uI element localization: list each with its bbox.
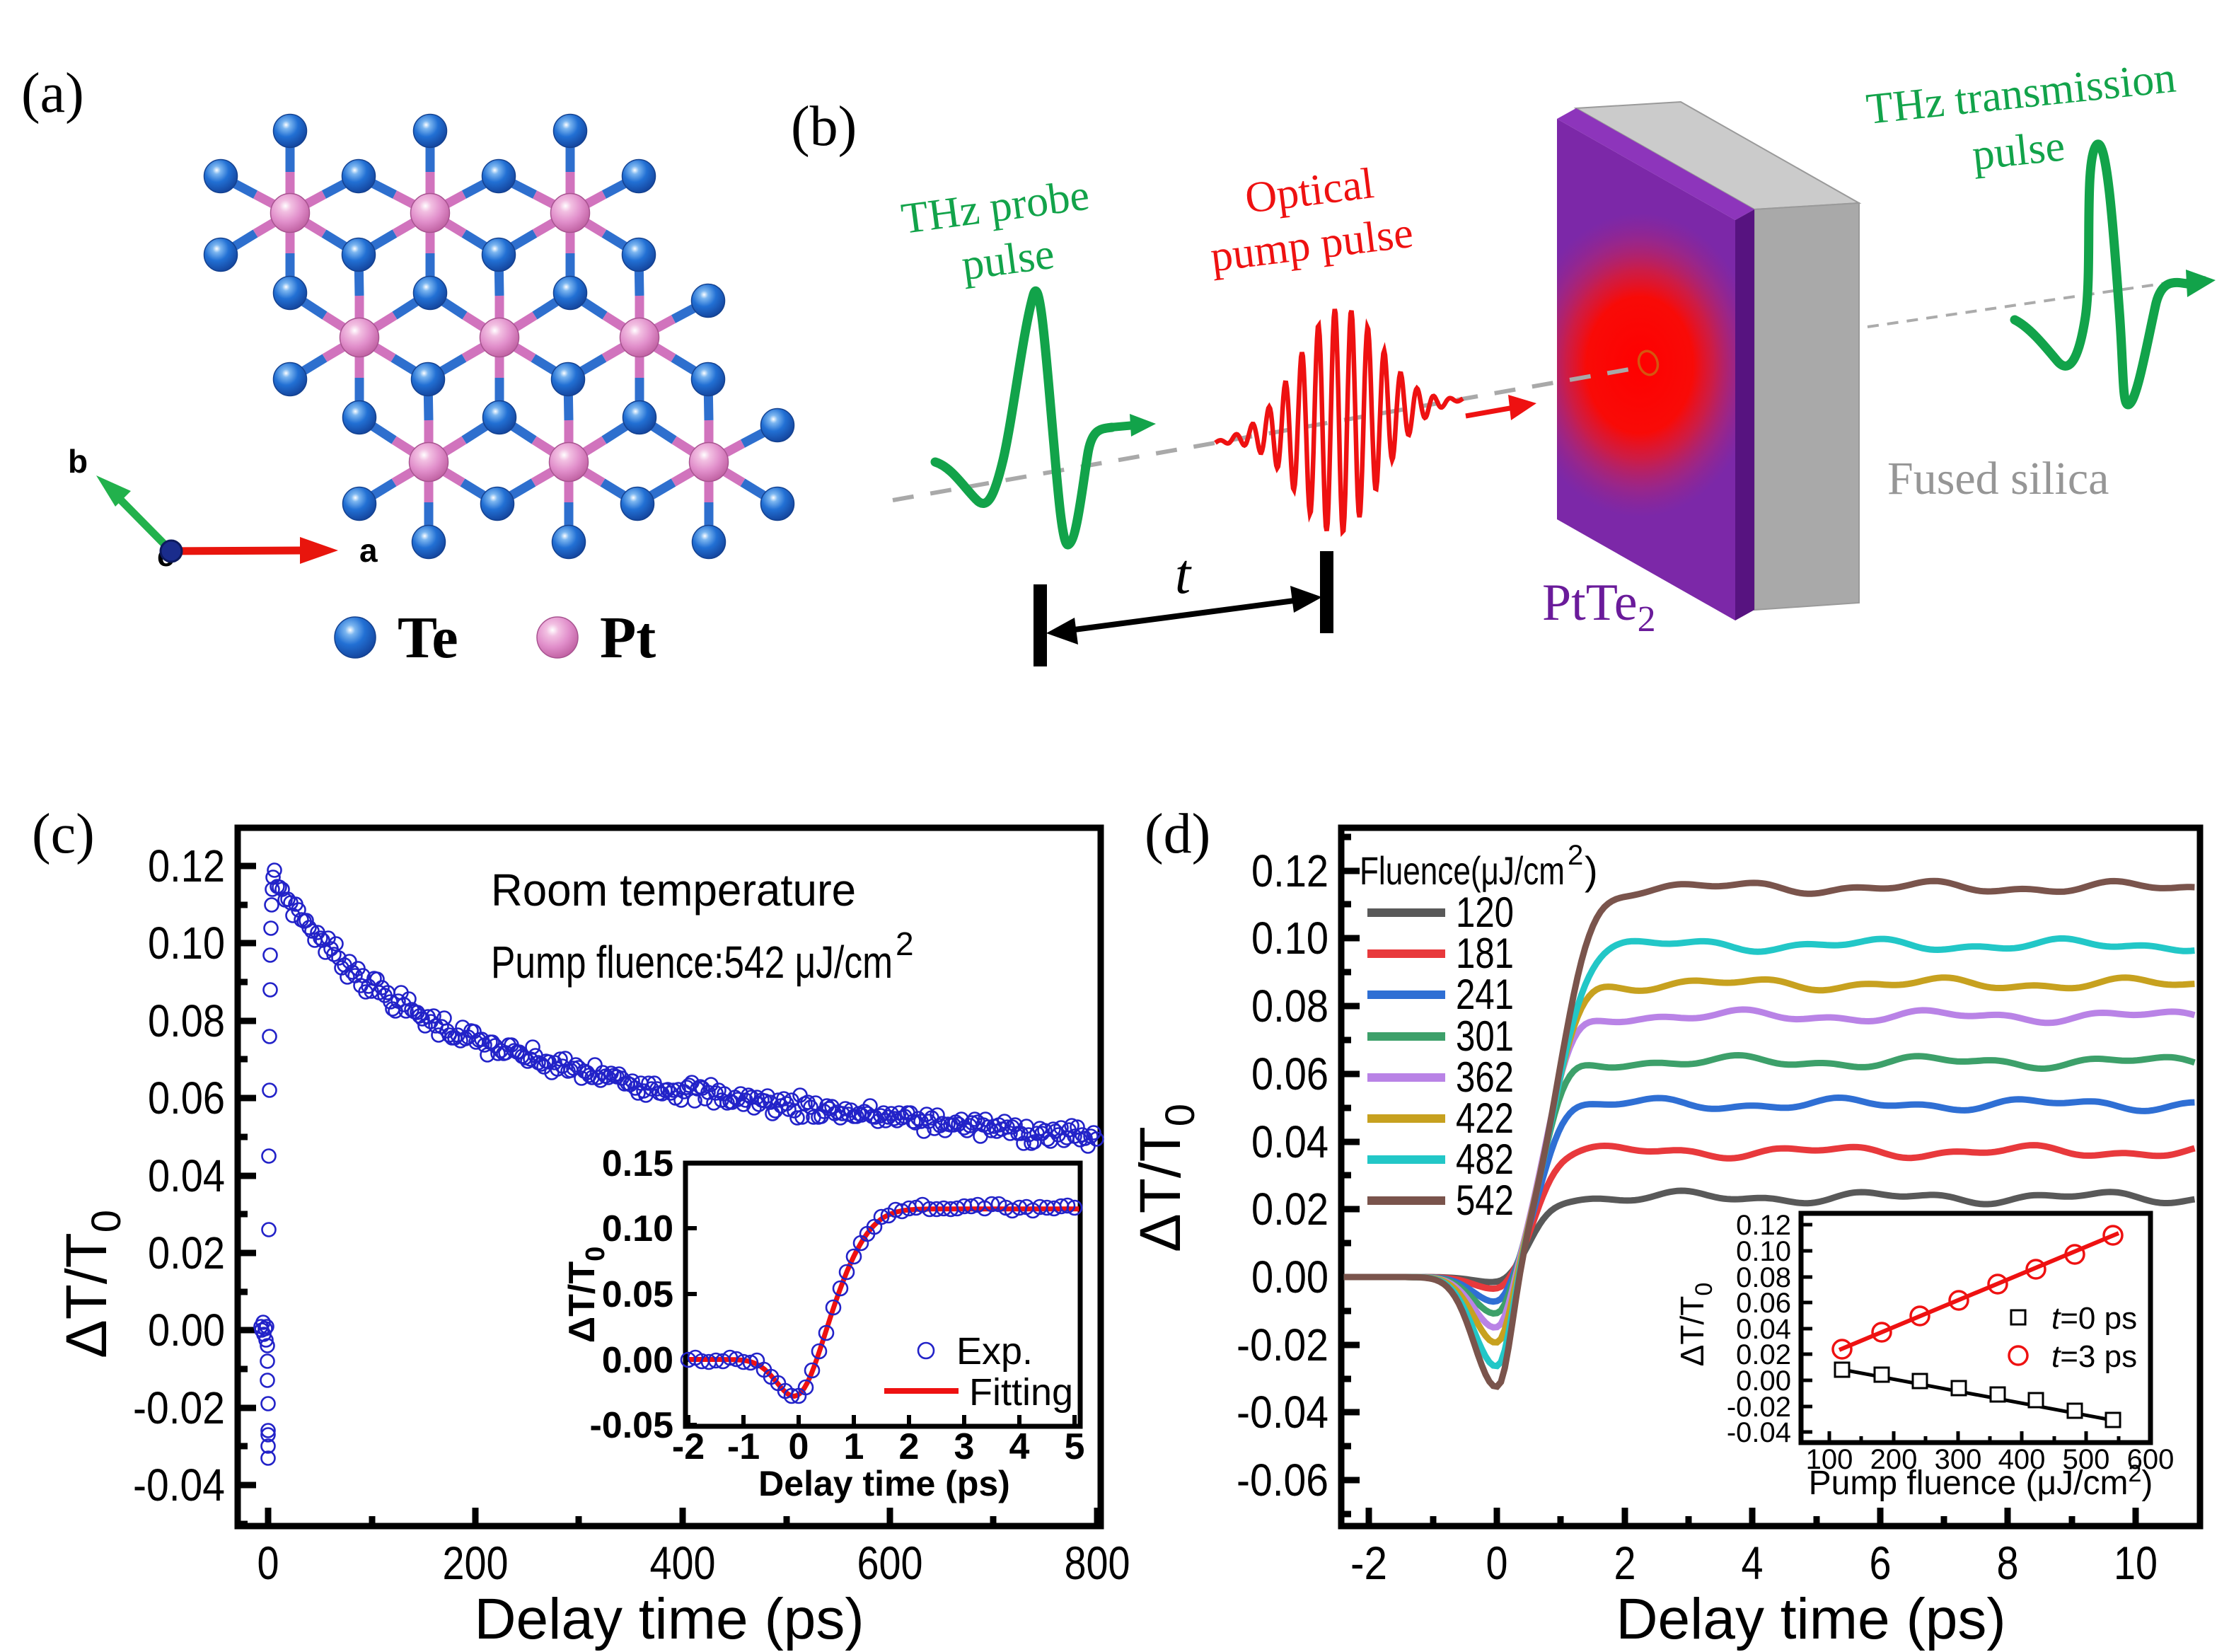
svg-text:8: 8 bbox=[1997, 1537, 2019, 1589]
svg-text:ΔT/T0: ΔT/T0 bbox=[562, 1247, 610, 1344]
svg-text:2: 2 bbox=[1614, 1537, 1636, 1589]
svg-text:600: 600 bbox=[2127, 1444, 2175, 1475]
svg-text:0: 0 bbox=[789, 1426, 809, 1467]
svg-text:Delay time (ps): Delay time (ps) bbox=[474, 1587, 864, 1651]
svg-text:pulse: pulse bbox=[1970, 122, 2067, 179]
svg-text:t=0 ps: t=0 ps bbox=[2051, 1301, 2137, 1336]
svg-text:100: 100 bbox=[1806, 1444, 1853, 1475]
svg-text:0: 0 bbox=[257, 1537, 279, 1589]
svg-text:a: a bbox=[359, 532, 378, 569]
svg-text:0.08: 0.08 bbox=[1736, 1262, 1791, 1293]
svg-text:2: 2 bbox=[1568, 840, 1583, 871]
svg-text:422: 422 bbox=[1456, 1094, 1514, 1142]
svg-text:0.04: 0.04 bbox=[148, 1150, 225, 1201]
svg-text:ΔT/T0: ΔT/T0 bbox=[54, 1210, 129, 1358]
svg-text:-2: -2 bbox=[672, 1426, 705, 1467]
svg-text:-0.04: -0.04 bbox=[1727, 1417, 1791, 1448]
svg-text:0.06: 0.06 bbox=[1736, 1288, 1791, 1319]
svg-text:Pump fluence:542 μJ/cm: Pump fluence:542 μJ/cm bbox=[491, 937, 893, 988]
svg-text:0.06: 0.06 bbox=[1251, 1049, 1328, 1099]
svg-text:120: 120 bbox=[1456, 889, 1514, 936]
svg-text:0.10: 0.10 bbox=[602, 1208, 673, 1249]
svg-text:0.00: 0.00 bbox=[1736, 1365, 1791, 1397]
svg-text:(d): (d) bbox=[1145, 803, 1210, 865]
svg-text:-0.02: -0.02 bbox=[1727, 1392, 1791, 1423]
svg-text:ΔT/T0: ΔT/T0 bbox=[1128, 1104, 1203, 1252]
svg-text:1: 1 bbox=[844, 1426, 864, 1467]
svg-text:400: 400 bbox=[650, 1537, 716, 1589]
svg-text:0.12: 0.12 bbox=[1251, 845, 1328, 896]
svg-text:-1: -1 bbox=[727, 1426, 760, 1467]
svg-text:Room temperature: Room temperature bbox=[491, 865, 856, 915]
svg-text:400: 400 bbox=[1998, 1444, 2046, 1475]
svg-text:0.00: 0.00 bbox=[148, 1305, 225, 1356]
svg-text:301: 301 bbox=[1456, 1012, 1514, 1060]
svg-text:241: 241 bbox=[1456, 971, 1514, 1018]
svg-text:0.06: 0.06 bbox=[148, 1073, 225, 1124]
svg-text:-2: -2 bbox=[1350, 1537, 1387, 1589]
svg-text:3: 3 bbox=[954, 1426, 975, 1467]
svg-text:542: 542 bbox=[1456, 1177, 1514, 1224]
svg-text:0.08: 0.08 bbox=[148, 995, 225, 1046]
svg-text:5: 5 bbox=[1065, 1426, 1085, 1467]
svg-text:Delay time (ps): Delay time (ps) bbox=[758, 1464, 1010, 1503]
svg-text:Pump fluence (μJ/cm2): Pump fluence (μJ/cm2) bbox=[1809, 1460, 2153, 1502]
svg-text:t=3 ps: t=3 ps bbox=[2051, 1339, 2137, 1374]
svg-text:-0.04: -0.04 bbox=[1237, 1387, 1328, 1438]
svg-text:200: 200 bbox=[1870, 1444, 1918, 1475]
svg-text:Fitting: Fitting bbox=[969, 1371, 1073, 1414]
svg-text:4: 4 bbox=[1742, 1537, 1764, 1589]
svg-text:600: 600 bbox=[857, 1537, 923, 1589]
svg-text:10: 10 bbox=[2114, 1537, 2158, 1589]
svg-text:(c): (c) bbox=[32, 803, 95, 865]
svg-text:b: b bbox=[68, 443, 88, 480]
svg-text:0.02: 0.02 bbox=[148, 1228, 225, 1278]
svg-text:800: 800 bbox=[1065, 1537, 1130, 1589]
svg-text:0: 0 bbox=[1486, 1537, 1508, 1589]
svg-text:0.10: 0.10 bbox=[148, 918, 225, 969]
svg-text:0.00: 0.00 bbox=[602, 1340, 673, 1381]
svg-text:0.10: 0.10 bbox=[1736, 1236, 1791, 1267]
svg-text:): ) bbox=[1585, 848, 1598, 893]
svg-text:Fused silica: Fused silica bbox=[1887, 453, 2109, 504]
svg-text:0.15: 0.15 bbox=[602, 1143, 673, 1184]
svg-text:-0.02: -0.02 bbox=[133, 1382, 225, 1433]
svg-text:0.04: 0.04 bbox=[1251, 1116, 1328, 1167]
svg-text:-0.02: -0.02 bbox=[1237, 1319, 1328, 1370]
svg-text:(a): (a) bbox=[21, 62, 84, 125]
svg-text:500: 500 bbox=[2063, 1444, 2110, 1475]
svg-text:ΔT/T0: ΔT/T0 bbox=[1674, 1283, 1718, 1367]
svg-text:Pt: Pt bbox=[600, 605, 656, 671]
svg-text:6: 6 bbox=[1870, 1537, 1892, 1589]
svg-text:Exp.: Exp. bbox=[956, 1330, 1033, 1373]
svg-text:181: 181 bbox=[1456, 930, 1514, 977]
svg-text:0.10: 0.10 bbox=[1251, 913, 1328, 964]
svg-text:-0.05: -0.05 bbox=[589, 1405, 673, 1446]
svg-text:t: t bbox=[1175, 543, 1192, 606]
svg-text:0.12: 0.12 bbox=[1736, 1210, 1791, 1241]
svg-text:pulse: pulse bbox=[959, 230, 1058, 290]
svg-text:PtTe2: PtTe2 bbox=[1542, 574, 1656, 640]
svg-text:4: 4 bbox=[1009, 1426, 1030, 1467]
svg-text:(b): (b) bbox=[791, 96, 857, 158]
svg-text:2: 2 bbox=[899, 1426, 920, 1467]
svg-text:Fluence(μJ/cm: Fluence(μJ/cm bbox=[1360, 848, 1565, 893]
svg-text:0.02: 0.02 bbox=[1736, 1339, 1791, 1370]
svg-text:362: 362 bbox=[1456, 1053, 1514, 1101]
svg-text:300: 300 bbox=[1935, 1444, 1982, 1475]
svg-text:Delay time (ps): Delay time (ps) bbox=[1616, 1587, 2005, 1651]
svg-text:482: 482 bbox=[1456, 1136, 1514, 1183]
svg-text:-0.04: -0.04 bbox=[133, 1460, 225, 1511]
svg-text:0.08: 0.08 bbox=[1251, 981, 1328, 1032]
svg-text:-0.06: -0.06 bbox=[1237, 1455, 1328, 1506]
svg-text:0.02: 0.02 bbox=[1251, 1184, 1328, 1235]
svg-text:0.05: 0.05 bbox=[602, 1274, 673, 1315]
svg-text:2: 2 bbox=[896, 925, 914, 962]
svg-text:0.00: 0.00 bbox=[1251, 1252, 1328, 1302]
svg-text:Te: Te bbox=[398, 605, 458, 671]
svg-text:0.04: 0.04 bbox=[1736, 1314, 1791, 1345]
svg-text:200: 200 bbox=[443, 1537, 509, 1589]
svg-text:0.12: 0.12 bbox=[148, 841, 225, 891]
